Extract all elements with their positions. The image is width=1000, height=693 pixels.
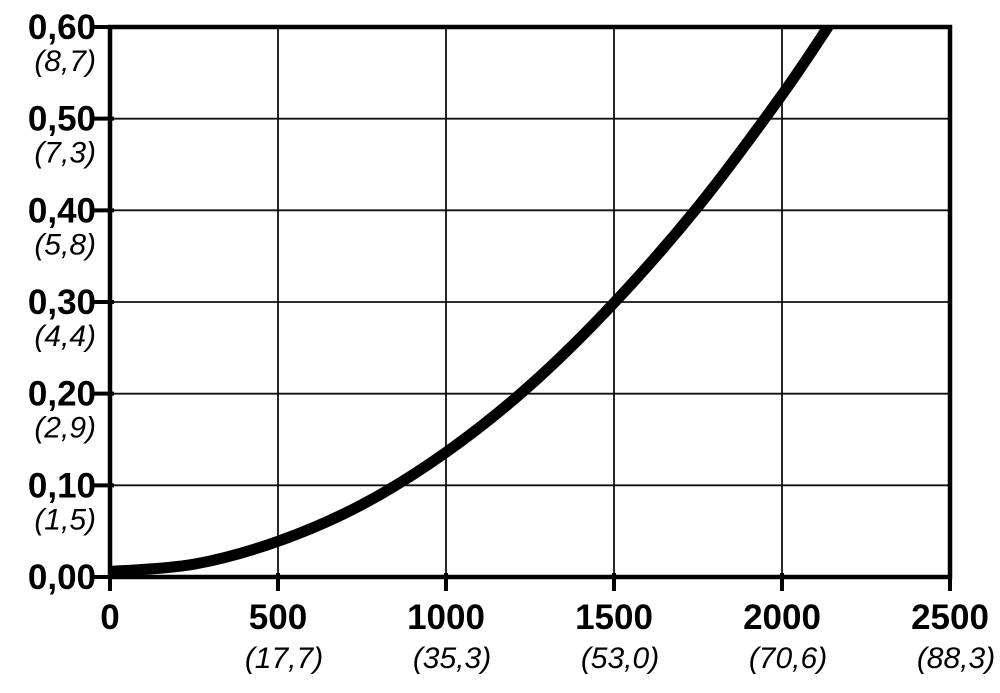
y-tick-label: 0,40 <box>28 191 96 230</box>
y-tick-label: 0,30 <box>28 283 96 322</box>
y-tick-label: 0,20 <box>28 375 96 414</box>
x-tick-label: 0 <box>100 598 119 637</box>
y-tick-label: 0,60 <box>28 8 96 47</box>
x-tick-label: 2500 <box>911 598 989 637</box>
x-tick-secondary-label: (17,7) <box>245 642 323 675</box>
x-tick-secondary-label: (70,6) <box>749 642 827 675</box>
y-tick-secondary-label: (2,9) <box>34 412 96 445</box>
y-tick-secondary-label: (4,4) <box>34 320 96 353</box>
y-tick-label: 0,00 <box>28 558 96 597</box>
x-tick-secondary-label: (35,3) <box>413 642 491 675</box>
x-tick-label: 500 <box>249 598 307 637</box>
x-tick-label: 1000 <box>407 598 485 637</box>
y-tick-label: 0,10 <box>28 466 96 505</box>
y-tick-secondary-label: (8,7) <box>34 45 96 78</box>
y-tick-secondary-label: (1,5) <box>34 503 96 536</box>
x-tick-secondary-label: (88,3) <box>917 642 995 675</box>
y-tick-label: 0,50 <box>28 100 96 139</box>
x-tick-label: 1500 <box>575 598 653 637</box>
y-tick-secondary-label: (5,8) <box>34 228 96 261</box>
y-tick-secondary-label: (7,3) <box>34 137 96 170</box>
x-tick-label: 2000 <box>743 598 821 637</box>
x-tick-secondary-label: (53,0) <box>581 642 659 675</box>
data-curve <box>110 27 835 577</box>
